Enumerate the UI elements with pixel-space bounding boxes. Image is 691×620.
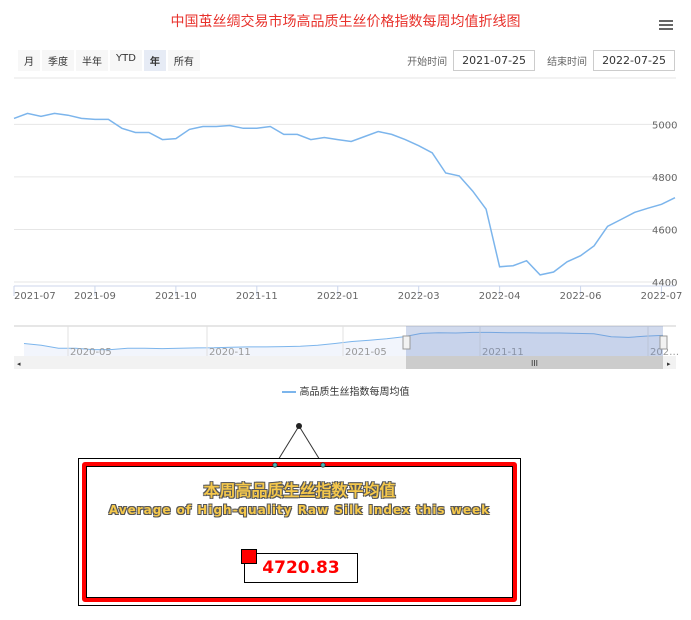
navigator-handle[interactable] — [402, 335, 411, 350]
hamburger-menu-icon[interactable] — [659, 18, 673, 32]
start-date-input[interactable]: 2021-07-25 — [453, 50, 536, 71]
range-button-year[interactable]: 年 — [143, 50, 166, 71]
scroll-left-arrow-icon[interactable]: ◂ — [17, 360, 21, 368]
y-tick-label: 4600 — [652, 225, 677, 236]
red-square-decoration — [241, 549, 257, 564]
range-selector: 月 季度 半年 YTD 年 所有 — [18, 50, 200, 71]
navigator-label: 2020-11 — [209, 347, 251, 358]
x-tick-label: 2022-03 — [398, 291, 440, 302]
x-tick-label: 2022-07 — [641, 291, 683, 302]
x-tick-label: 2022-04 — [479, 291, 521, 302]
navigator-label: 2021-05 — [345, 347, 387, 358]
end-date-input[interactable]: 2022-07-25 — [593, 50, 675, 71]
card-title-cn: 本周高品质生丝指数平均值 — [203, 481, 396, 500]
card-title-en: Average of High-quality Raw Silk Index t… — [108, 503, 491, 517]
x-tick-label: 2022-06 — [560, 291, 602, 302]
range-button-quarter[interactable]: 季度 — [42, 50, 74, 71]
date-range: 开始时间 2021-07-25 结束时间 2022-07-25 — [407, 50, 675, 71]
legend-line-icon — [281, 391, 296, 393]
range-button-ytd[interactable]: YTD — [110, 50, 142, 71]
navigator-selected-range — [406, 326, 663, 356]
weekly-average-value: 4720.83 — [244, 553, 358, 583]
range-button-all[interactable]: 所有 — [167, 50, 200, 71]
scrollbar-grip-icon: III — [531, 359, 538, 368]
x-tick-label: 2021-09 — [74, 291, 116, 302]
chart-title: 中国茧丝绸交易市场高品质生丝价格指数每周均值折线图 — [170, 14, 521, 30]
range-button-month[interactable]: 月 — [18, 50, 40, 71]
series-line — [13, 112, 676, 276]
y-tick-label: 4800 — [652, 173, 677, 184]
navigator-label: 202… — [650, 347, 679, 358]
line-chart: 4400 4600 4800 5000 2021-07 2021-09 2021-10 202… — [13, 77, 683, 369]
x-tick-label: 2021-07 — [14, 291, 56, 302]
navigator-handle[interactable] — [659, 335, 668, 350]
scroll-right-arrow-icon[interactable]: ▸ — [667, 360, 671, 368]
navigator-label: 2021-11 — [482, 347, 524, 358]
start-label: 开始时间 — [407, 57, 448, 68]
weekly-average-card: 本周高品质生丝指数平均值 Average of High-quality Raw… — [78, 458, 521, 606]
range-button-half-year[interactable]: 半年 — [76, 50, 108, 71]
x-tick-label: 2021-11 — [236, 291, 278, 302]
y-tick-label: 4400 — [652, 278, 677, 289]
legend-item[interactable]: 高品质生丝指数每周均值 — [0, 383, 691, 398]
x-tick-label: 2022-01 — [317, 291, 359, 302]
x-tick-label: 2021-10 — [155, 291, 197, 302]
navigator-label: 2020-05 — [70, 347, 112, 358]
y-tick-label: 5000 — [652, 120, 677, 131]
end-label: 结束时间 — [547, 57, 588, 68]
scrollbar-thumb[interactable] — [406, 356, 663, 369]
